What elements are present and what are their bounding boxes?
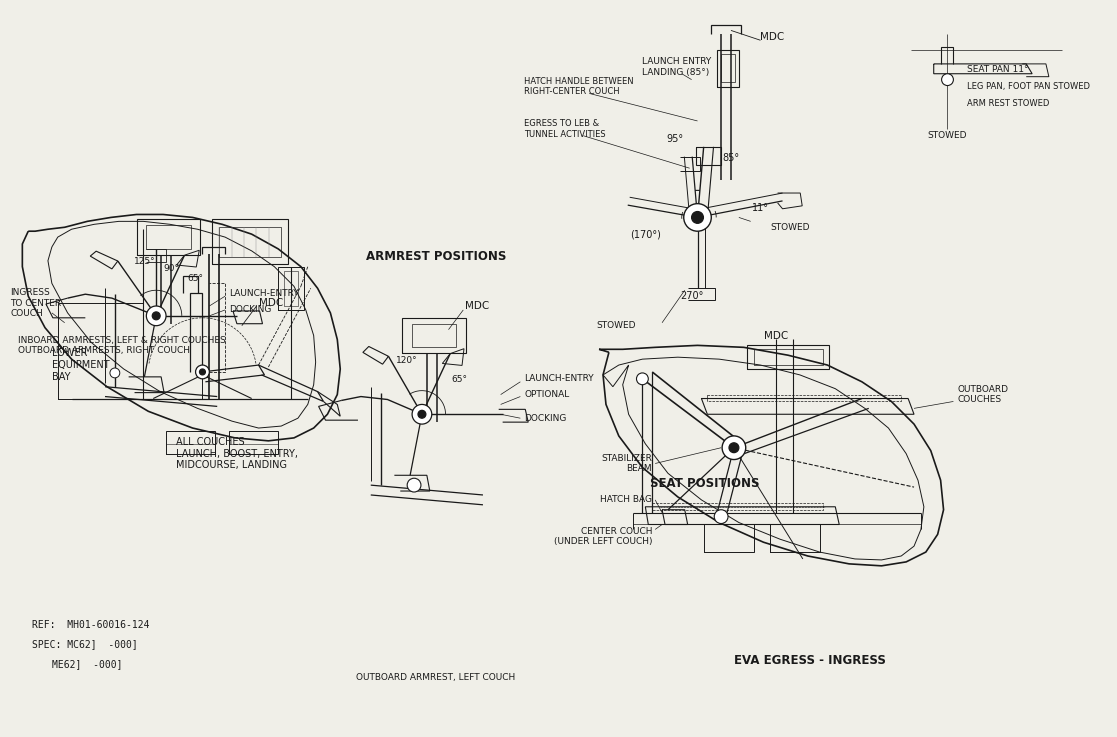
- Circle shape: [195, 365, 209, 379]
- Text: SPEC: MC62]  -000]: SPEC: MC62] -000]: [32, 640, 137, 649]
- Text: OPTIONAL: OPTIONAL: [524, 390, 570, 399]
- Text: LEG PAN, FOOT PAN STOWED: LEG PAN, FOOT PAN STOWED: [967, 82, 1090, 91]
- Text: LAUNCH-ENTRY: LAUNCH-ENTRY: [229, 289, 298, 298]
- Text: LAUNCH ENTRY
LANDING (85°): LAUNCH ENTRY LANDING (85°): [642, 57, 712, 77]
- Text: MDC: MDC: [258, 298, 283, 308]
- Text: EGRESS TO LEB &
TUNNEL ACTIVITIES: EGRESS TO LEB & TUNNEL ACTIVITIES: [524, 119, 605, 139]
- Circle shape: [691, 212, 704, 223]
- Text: STABILIZER
BEAM: STABILIZER BEAM: [601, 454, 652, 473]
- Circle shape: [146, 306, 166, 326]
- Text: 85°: 85°: [723, 153, 739, 164]
- Text: INGRESS
TO CENTER
COUCH: INGRESS TO CENTER COUCH: [10, 288, 61, 318]
- Text: STOWED: STOWED: [596, 321, 636, 330]
- Text: REF:  MH01-60016-124: REF: MH01-60016-124: [32, 620, 150, 630]
- Text: ALL COUCHES
LAUNCH, BOOST, ENTRY,
MIDCOURSE, LANDING: ALL COUCHES LAUNCH, BOOST, ENTRY, MIDCOU…: [175, 437, 298, 470]
- Text: CENTER COUCH
(UNDER LEFT COUCH): CENTER COUCH (UNDER LEFT COUCH): [554, 527, 652, 546]
- Text: OUTBOARD ARMREST, LEFT COUCH: OUTBOARD ARMREST, LEFT COUCH: [356, 673, 515, 682]
- Circle shape: [200, 369, 206, 375]
- Text: (170°): (170°): [630, 229, 661, 239]
- Text: 95°: 95°: [667, 133, 684, 144]
- Text: STOWED: STOWED: [771, 223, 810, 231]
- Text: LOWER
EQUIPMENT
BAY: LOWER EQUIPMENT BAY: [51, 349, 109, 382]
- Text: DOCKING: DOCKING: [524, 413, 566, 423]
- Text: 65°: 65°: [451, 375, 467, 384]
- Text: LAUNCH-ENTRY: LAUNCH-ENTRY: [524, 374, 594, 383]
- Text: 65°: 65°: [188, 274, 203, 283]
- Circle shape: [412, 405, 432, 424]
- Text: ARM REST STOWED: ARM REST STOWED: [967, 99, 1050, 108]
- Circle shape: [109, 368, 120, 378]
- Text: 11°: 11°: [752, 203, 768, 212]
- Circle shape: [684, 203, 712, 231]
- Circle shape: [714, 510, 728, 523]
- Text: DOCKING: DOCKING: [229, 305, 271, 315]
- Text: MDC: MDC: [764, 330, 789, 340]
- Text: ARMREST POSITIONS: ARMREST POSITIONS: [365, 251, 506, 263]
- Text: STOWED: STOWED: [928, 131, 967, 140]
- Text: 270°: 270°: [680, 291, 704, 301]
- Circle shape: [729, 443, 738, 453]
- Text: MDC: MDC: [466, 301, 489, 311]
- Text: HATCH BAG: HATCH BAG: [600, 495, 652, 504]
- Text: MDC: MDC: [761, 32, 785, 42]
- Text: ME62]  -000]: ME62] -000]: [51, 660, 123, 669]
- Circle shape: [722, 436, 746, 460]
- Text: OUTBOARD
COUCHES: OUTBOARD COUCHES: [957, 385, 1009, 405]
- Text: INBOARD ARMRESTS, LEFT & RIGHT COUCHES
OUTBOARD ARMRESTS, RIGHT COUCH: INBOARD ARMRESTS, LEFT & RIGHT COUCHES O…: [18, 335, 226, 355]
- Text: EVA EGRESS - INGRESS: EVA EGRESS - INGRESS: [734, 654, 886, 667]
- Circle shape: [942, 74, 954, 85]
- Text: HATCH HANDLE BETWEEN
RIGHT-CENTER COUCH: HATCH HANDLE BETWEEN RIGHT-CENTER COUCH: [524, 77, 634, 97]
- Circle shape: [418, 411, 426, 418]
- Text: 125°: 125°: [134, 257, 155, 266]
- Text: 120°: 120°: [397, 356, 418, 365]
- Text: SEAT PAN 11°: SEAT PAN 11°: [967, 66, 1029, 74]
- Circle shape: [408, 478, 421, 492]
- Text: SEAT POSITIONS: SEAT POSITIONS: [650, 477, 760, 489]
- Circle shape: [637, 373, 648, 385]
- Circle shape: [152, 312, 160, 320]
- Text: 90°: 90°: [163, 264, 179, 273]
